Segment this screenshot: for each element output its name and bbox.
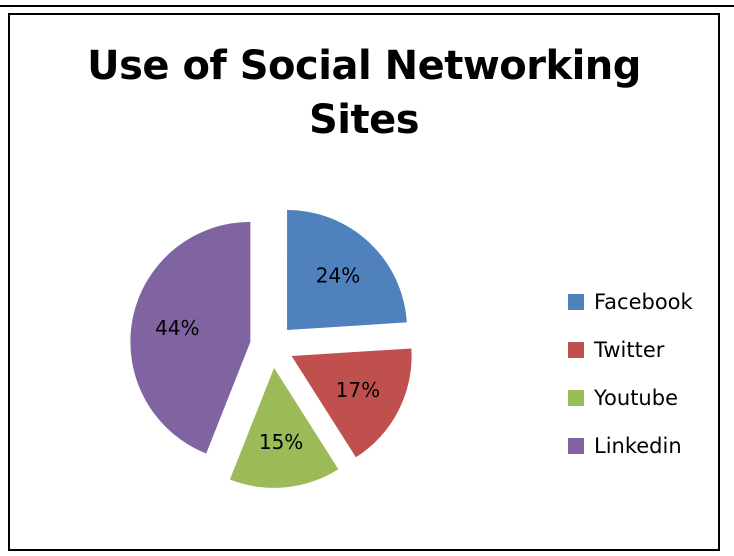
chart-title-line-2: Sites xyxy=(308,97,420,143)
data-label-twitter: 17% xyxy=(336,378,380,402)
legend-swatch-linkedin xyxy=(568,438,584,454)
data-label-facebook: 24% xyxy=(316,264,360,288)
legend-item-twitter: Twitter xyxy=(568,326,693,374)
chart-frame: Use of Social Networking Sites 24% 17% 15%… xyxy=(8,13,720,551)
legend-swatch-twitter xyxy=(568,342,584,358)
pie-slice-youtube xyxy=(229,367,339,488)
chart-legend: Facebook Twitter Youtube Linkedin xyxy=(568,278,693,470)
chart-title-line-1: Use of Social Networking xyxy=(87,43,641,89)
pie-chart: 24% 17% 15% 44% xyxy=(130,209,412,488)
data-label-youtube: 15% xyxy=(259,430,303,454)
chart-title: Use of Social Networking Sites xyxy=(10,39,718,147)
legend-swatch-youtube xyxy=(568,390,584,406)
pie-slice-linkedin xyxy=(130,221,251,454)
legend-item-facebook: Facebook xyxy=(568,278,693,326)
legend-label-youtube: Youtube xyxy=(594,386,678,410)
legend-label-linkedin: Linkedin xyxy=(594,434,682,458)
legend-label-twitter: Twitter xyxy=(594,338,665,362)
legend-swatch-facebook xyxy=(568,294,584,310)
legend-label-facebook: Facebook xyxy=(594,290,693,314)
legend-item-linkedin: Linkedin xyxy=(568,422,693,470)
pie-slice-twitter xyxy=(291,348,412,458)
top-border-line xyxy=(0,5,734,7)
legend-item-youtube: Youtube xyxy=(568,374,693,422)
data-label-linkedin: 44% xyxy=(155,316,199,340)
pie-slice-facebook xyxy=(287,209,407,330)
